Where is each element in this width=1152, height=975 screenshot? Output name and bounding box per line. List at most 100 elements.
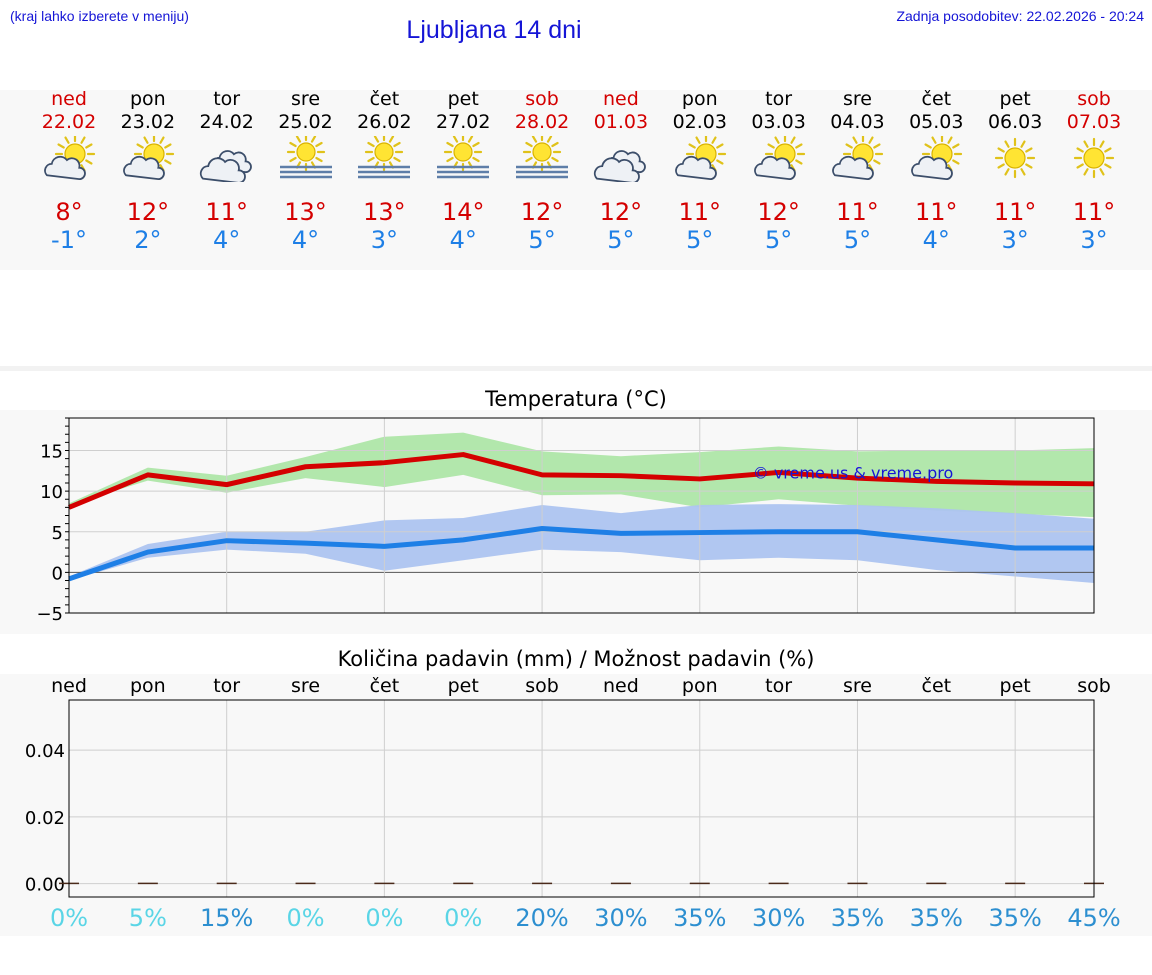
sun-ray [468,136,474,143]
sun-ray [852,136,859,144]
precipitation-day-name: čet [921,675,952,697]
precipitation-probability: 20% [515,904,569,932]
precipitation-day-name: čet [369,675,400,697]
sun-ray [1099,168,1105,176]
min-temperature: 4° [213,226,241,254]
sun-disc [1083,147,1105,169]
sun-ray [767,143,775,149]
day-date: 23.02 [120,111,176,133]
day-date: 25.02 [278,111,333,133]
day-date: 07.03 [1066,111,1122,133]
cloud-shape [593,157,640,182]
sun-rays [995,137,1036,179]
min-temperature: -1° [51,226,87,254]
y-tick-label: 0.02 [25,808,65,829]
cloud-shape [832,155,875,181]
plot-frame [68,699,1095,898]
sun-ray [551,141,559,148]
sun-ray [531,136,538,143]
sun-ray [85,159,93,165]
min-temperature: 4° [449,226,477,254]
sun-cloud-icon [122,136,174,181]
precipitation-day-name: ned [603,675,639,697]
day-name: pet [999,88,1031,110]
precipitation-probability: 35% [988,904,1042,932]
max-temperature: 13° [284,198,327,226]
min-temperature: 5° [607,226,635,254]
sun-ray [64,136,70,144]
max-temperature: 11° [836,198,879,226]
sun-disc [295,142,316,162]
sun-ray [314,141,323,148]
sun-icon [995,137,1036,179]
max-temperature: 12° [520,198,564,226]
sun-cloud-icon [674,136,726,181]
sun-ray [688,143,696,149]
sun-ray [1104,163,1112,169]
precipitation-probability: 35% [830,904,885,932]
sun-ray [367,141,376,148]
page-title: Ljubljana 14 dni [406,16,582,44]
day-name: ned [51,88,87,110]
precipitation-bar [295,882,316,885]
sun-cloud-icon [911,136,963,181]
sun-ray [472,141,480,148]
max-temperature: 11° [993,198,1037,226]
precipitation-bar [374,882,395,885]
day-date: 28.02 [514,111,570,133]
precipitation-probability: 5% [128,904,167,932]
sun-ray [393,156,402,163]
precipitation-probability: 35% [673,904,727,932]
precipitation-bar [137,882,158,885]
cloudy-icon [593,150,646,182]
day-name: tor [213,88,241,110]
y-tick-label: 10 [40,482,63,503]
max-temperature: 11° [678,198,722,226]
y-tick-label: 0.00 [25,875,65,896]
sun-fog-icon [516,136,569,179]
sun-ray [367,156,376,163]
min-temperature: 3° [1001,226,1029,254]
max-temperature: 12° [599,198,643,226]
precipitation-probability: 45% [1067,904,1121,932]
precipitation-day-name: pon [681,675,718,697]
plot-frame [68,417,1095,614]
forecast-band [0,90,1152,270]
sun-fog-icon [279,136,332,179]
precipitation-probability: 15% [200,904,254,932]
day-name: pon [129,88,166,110]
max-temp-line [68,452,1095,510]
sun-ray [551,156,559,163]
precipitation-bar [1005,882,1026,885]
sun-cloud-icon [753,136,805,181]
sun-ray [1076,163,1084,169]
day-name: pet [447,88,479,110]
day-date: 04.03 [830,111,885,133]
precipitation-day-name: sre [842,675,872,697]
sun-ray [1104,147,1112,153]
copyright-annotation: © vreme.us & vreme.pro [753,463,954,482]
sun-ray [947,136,953,144]
sun-ray [952,143,960,149]
day-name: sre [291,88,321,110]
sun-ray [868,136,875,144]
precipitation-probability: 30% [594,904,648,932]
sun-ray [1083,168,1089,176]
sun-ray [80,136,86,144]
min-temperature: 5° [843,226,872,254]
y-tick-label: 15 [40,442,63,463]
day-name: ned [603,88,639,110]
day-name: pon [681,88,718,110]
sun-disc [453,142,473,162]
sun-ray [525,141,533,148]
sun-ray [136,143,144,149]
sun-ray [997,147,1005,153]
day-date: 26.02 [357,111,412,133]
sun-ray [1020,168,1026,176]
sun-icon [1073,137,1115,179]
sun-ray [794,143,803,149]
precipitation-day-name: sob [525,675,559,697]
precipitation-bar [532,882,553,885]
sun-ray [695,136,701,144]
sun-ray [164,143,172,149]
